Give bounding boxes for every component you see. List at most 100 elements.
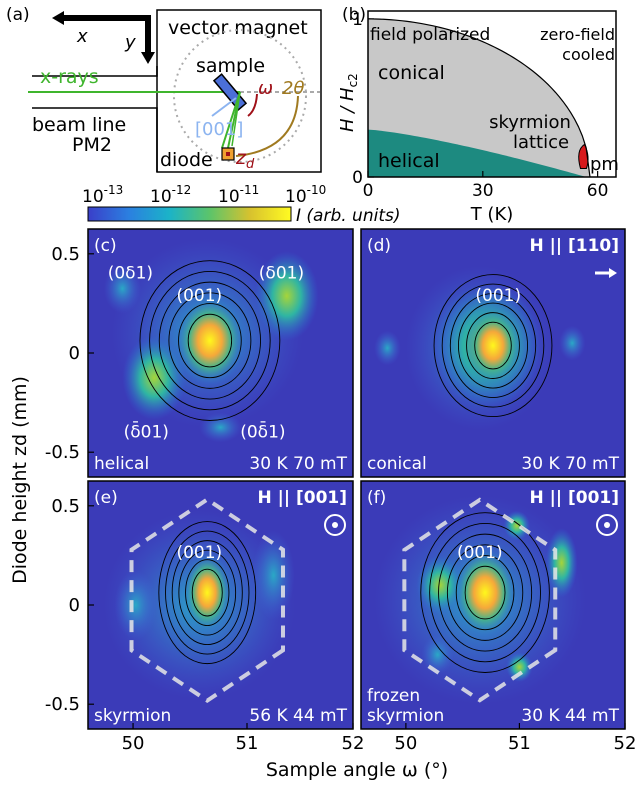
colorbar-gradient — [87, 206, 292, 222]
contour-line — [429, 522, 541, 663]
field-out-of-plane-icon — [324, 514, 346, 536]
map-panel-d: (d) (001) conical 30 K 70 mT H || [110] — [360, 228, 626, 478]
station-label: PM2 — [72, 134, 112, 156]
peak-label: (δ01) — [259, 264, 304, 284]
mode-label: skyrmion — [94, 706, 171, 726]
phase-ytick-label: 1 — [352, 10, 363, 30]
contour-line — [171, 540, 243, 646]
contour-line — [449, 293, 537, 398]
colorbar-tick-label: 10-13 — [82, 183, 123, 207]
field-direction-label: H || [001] — [257, 488, 347, 508]
map-xtick-label: 51 — [236, 733, 259, 754]
contour-line — [168, 292, 252, 389]
contour-line — [178, 303, 242, 379]
skyrmion-hexagon — [129, 497, 285, 704]
beamline-wall-top — [32, 66, 158, 77]
panel-b-letter: (b) — [342, 5, 366, 25]
contour-line — [441, 283, 545, 408]
omega-arc — [247, 93, 258, 117]
intensity-blob — [421, 634, 454, 675]
map-panel-letter: (f) — [367, 488, 386, 508]
contour-line — [446, 544, 524, 641]
intensity-blob — [506, 652, 533, 682]
map-ytick-label: -0.5 — [45, 694, 80, 715]
intensity-blob — [114, 570, 157, 640]
map-panel-letter: (d) — [367, 236, 391, 256]
phase-xtick-label: 30 — [472, 181, 494, 201]
skyrmion-hexagon — [402, 497, 558, 703]
map-ytick-label: 0 — [69, 595, 80, 616]
phase-xlabel: T (K) — [470, 204, 514, 225]
contour-line — [420, 512, 550, 673]
diode-label: diode — [160, 149, 213, 171]
label-conical: conical — [378, 62, 445, 84]
sample-label: sample — [196, 55, 265, 77]
map-ytick-label: 0.5 — [51, 244, 80, 265]
scattered-beam-3 — [231, 91, 241, 147]
map-xtick-label: 51 — [508, 733, 531, 754]
field-arrowhead-icon — [609, 268, 617, 278]
contour-line — [474, 321, 512, 370]
axis-x-label: x — [76, 26, 88, 47]
scattered-beam-2 — [221, 91, 241, 149]
label-skyrmion-2: lattice — [513, 132, 569, 153]
map-ticks: 0.5 0 -0.5 0.5 0 -0.5 50 51 52 50 51 52 — [45, 244, 636, 754]
beamline-wall-bottom — [32, 107, 158, 172]
contour-line — [149, 270, 271, 411]
conditions-label: 30 K 70 mT — [249, 454, 347, 474]
conical-region — [368, 18, 590, 178]
map-panel-letter: (e) — [94, 488, 118, 508]
two-theta-label: 2θ — [282, 78, 304, 99]
field-out-of-plane-icon — [596, 514, 618, 536]
intensity-blob — [252, 530, 295, 620]
map-panel-c: (c) (0δ1) (δ01) (001) (δ̄01) (0δ̄1) helical 30 … — [87, 228, 354, 478]
conditions-label: 30 K 70 mT — [521, 454, 619, 474]
contour-line — [457, 302, 529, 389]
map-xtick-label: 52 — [614, 733, 636, 754]
intensity-blob — [545, 528, 578, 598]
phase-ylabel: H / Hc2 — [337, 73, 360, 132]
colorbar-label: I (arb. units) — [296, 206, 400, 226]
contour-line — [455, 555, 515, 631]
panel-b-phase-diagram: (b) field polarized zero-field cooled co… — [337, 5, 619, 225]
contour-line — [433, 274, 553, 418]
axis-y-label: y — [124, 32, 136, 53]
map-panel-letter: (c) — [94, 236, 117, 256]
goniometer-circle — [173, 29, 307, 163]
xrays-label: x-rays — [40, 66, 99, 88]
contour-line — [178, 549, 237, 636]
magnet-label: vector magnet — [168, 17, 308, 39]
map-frame — [360, 228, 626, 478]
omega-label: ω — [258, 78, 273, 99]
label-zfc-2: cooled — [562, 45, 615, 64]
colorbar: 10-13 10-12 10-11 10-10 I (arb. units) — [82, 183, 400, 226]
peak-label: (001) — [475, 286, 521, 306]
conditions-label: 30 K 44 mT — [521, 706, 619, 726]
colorbar-tick-label: 10-10 — [285, 183, 326, 207]
intensity-blob — [463, 305, 523, 386]
field-direction-label: H || [110] — [529, 236, 619, 256]
peak-label: (δ̄01) — [124, 420, 169, 442]
mode-label: helical — [94, 454, 149, 474]
intensity-blob — [103, 263, 141, 314]
label-helical: helical — [378, 150, 440, 172]
contour-line — [438, 533, 533, 652]
peak-label: (001) — [176, 286, 222, 306]
map-xtick-label: 50 — [394, 733, 417, 754]
contour-line — [158, 281, 261, 400]
intensity-blob — [374, 330, 401, 366]
x-arrow-icon — [52, 11, 64, 25]
field-dot-icon — [332, 522, 338, 528]
phase-xtick-label: 0 — [363, 181, 374, 201]
mode-label-2: skyrmion — [367, 706, 444, 726]
contour-line — [185, 559, 230, 626]
field-direction-label: H || [001] — [529, 488, 619, 508]
diode-core-icon — [226, 152, 230, 156]
phase-xtick-label: 60 — [587, 181, 609, 201]
contour-line — [165, 530, 250, 655]
colorbar-tick-label: 10-11 — [218, 183, 259, 207]
label-pm: pm — [590, 154, 619, 175]
map-ytick-label: 0 — [69, 343, 80, 364]
phase-ticks: 0 1 0 30 60 — [352, 10, 608, 201]
